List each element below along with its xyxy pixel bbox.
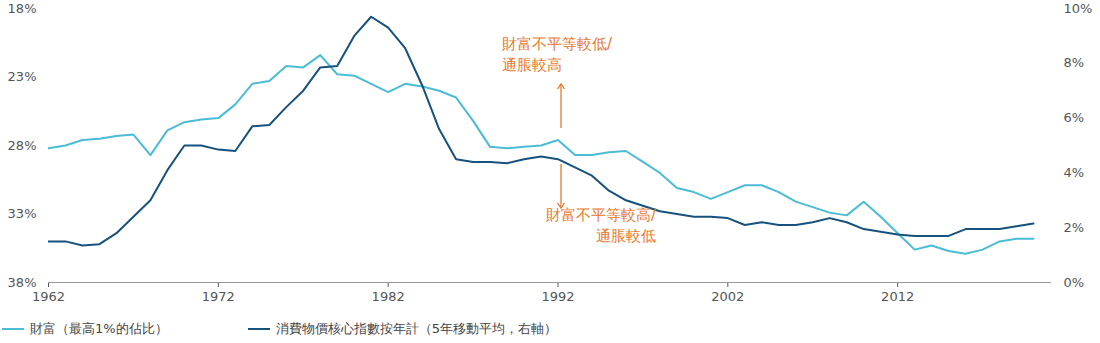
svg-text:1982: 1982: [372, 289, 405, 304]
html-text:財富不平等較高/ 通脹較低: 財富不平等較高/ 通脹較低: [545, 206, 656, 245]
svg-text:18%: 18%: [8, 1, 37, 16]
svg-text:28%: 28%: [8, 138, 37, 153]
svg-text:8%: 8%: [1064, 55, 1085, 70]
svg-text:1992: 1992: [541, 289, 574, 304]
svg-text:38%: 38%: [8, 275, 37, 290]
svg-text:2002: 2002: [711, 289, 744, 304]
svg-text:6%: 6%: [1064, 110, 1085, 125]
svg-text:2012: 2012: [881, 289, 914, 304]
html-text:財富（最高1%的佔比）: 財富（最高1%的佔比）: [30, 321, 168, 336]
svg-text:23%: 23%: [8, 69, 37, 84]
svg-text:4%: 4%: [1064, 165, 1085, 180]
svg-text:33%: 33%: [8, 206, 37, 221]
svg-text:1962: 1962: [32, 289, 65, 304]
svg-text:2%: 2%: [1064, 220, 1085, 235]
svg-text:1972: 1972: [202, 289, 235, 304]
html-text:消費物價核心指數按年計（5年移動平均，右軸）: 消費物價核心指數按年計（5年移動平均，右軸）: [275, 321, 557, 336]
html-text:財富不平等較低/ 通脹較高: 財富不平等較低/ 通脹較高: [502, 35, 613, 74]
svg-text:10%: 10%: [1064, 1, 1093, 16]
svg-text:0%: 0%: [1064, 275, 1085, 290]
